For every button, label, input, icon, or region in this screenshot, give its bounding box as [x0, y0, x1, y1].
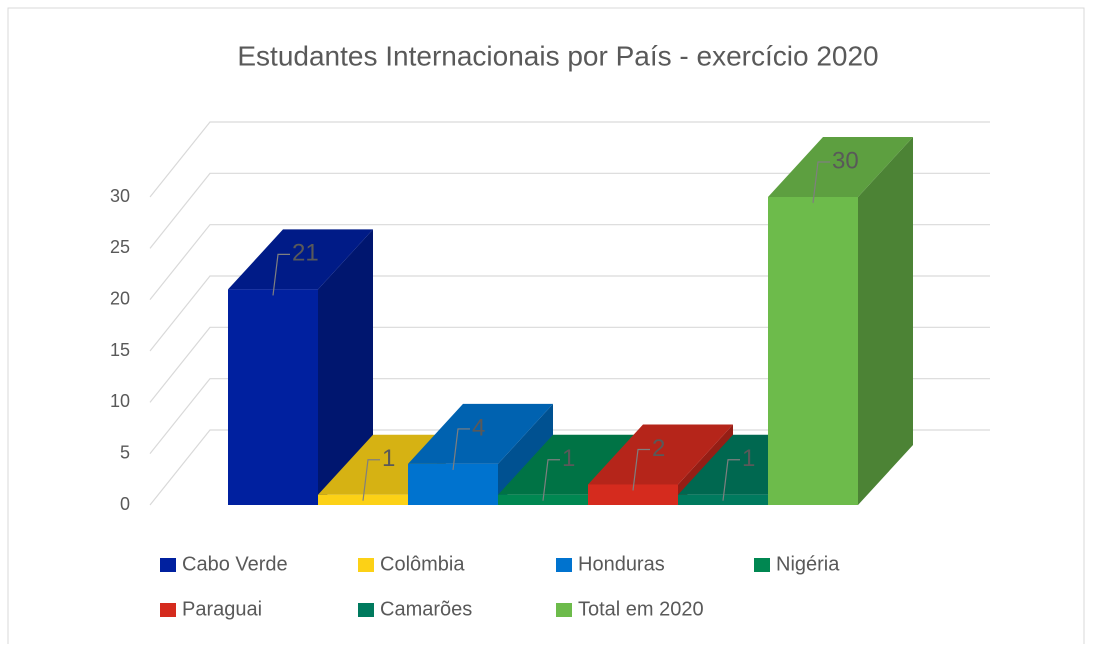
- y-tick-label: 20: [110, 288, 130, 308]
- chart: Estudantes Internacionais por País - exe…: [0, 0, 1094, 644]
- legend-label: Honduras: [578, 553, 665, 575]
- legend-label: Paraguai: [182, 598, 262, 620]
- y-tick-label: 10: [110, 391, 130, 411]
- legend-swatch: [754, 558, 770, 572]
- bar: [408, 464, 498, 505]
- y-tick-label: 15: [110, 340, 130, 360]
- bar-side: [858, 137, 913, 505]
- bar: [228, 289, 318, 505]
- data-label: 2: [652, 435, 665, 462]
- legend-label: Camarões: [380, 598, 472, 620]
- legend-swatch: [160, 558, 176, 572]
- chart-title: Estudantes Internacionais por País - exe…: [237, 40, 878, 71]
- legend-label: Colômbia: [380, 553, 465, 575]
- data-label: 21: [292, 240, 319, 267]
- bar: [768, 197, 858, 505]
- data-label: 1: [382, 445, 395, 472]
- legend-label: Cabo Verde: [182, 553, 288, 575]
- legend-swatch: [160, 603, 176, 617]
- data-label: 4: [472, 414, 485, 441]
- data-label: 30: [832, 147, 859, 174]
- legend-swatch: [556, 603, 572, 617]
- legend-swatch: [358, 603, 374, 617]
- legend-swatch: [556, 558, 572, 572]
- y-tick-label: 30: [110, 186, 130, 206]
- legend-label: Total em 2020: [578, 598, 704, 620]
- data-label: 1: [562, 445, 575, 472]
- legend-label: Nigéria: [776, 553, 840, 575]
- y-tick-label: 0: [120, 494, 130, 514]
- data-label: 1: [742, 445, 755, 472]
- y-tick-label: 25: [110, 237, 130, 257]
- y-tick-label: 5: [120, 442, 130, 462]
- legend-swatch: [358, 558, 374, 572]
